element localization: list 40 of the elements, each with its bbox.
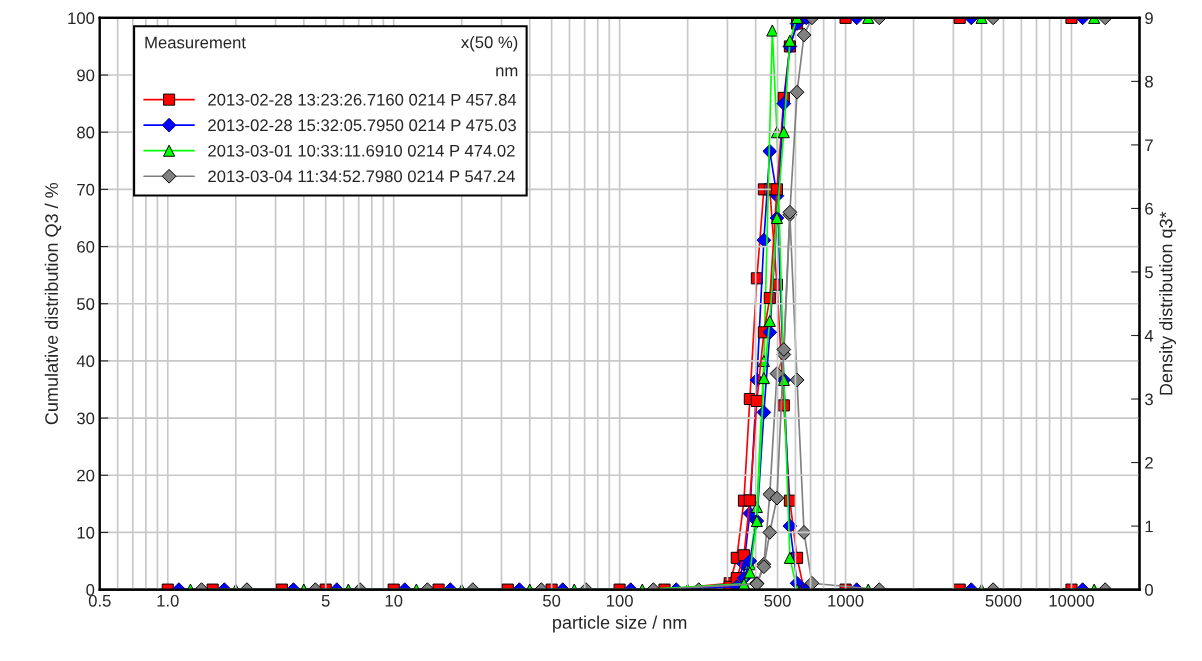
y2-tick-label: 5 bbox=[1145, 266, 1153, 279]
x-tick-label: 5 bbox=[321, 595, 330, 607]
y2-axis-title: Density distribution q3* bbox=[1159, 211, 1177, 395]
y-tick-label: 80 bbox=[77, 126, 95, 139]
y-tick-label: 10 bbox=[77, 526, 95, 539]
x-tick-label: 5000 bbox=[985, 594, 1022, 607]
y2-tick-label: 9 bbox=[1145, 12, 1153, 25]
y2-tick-label: 0 bbox=[1145, 584, 1153, 596]
legend-label: 2013-02-28 15:32:05.7950 0214 P 475.03 bbox=[208, 119, 516, 132]
y2-tick-label: 3 bbox=[1144, 393, 1153, 406]
y2-tick-label: 4 bbox=[1144, 330, 1154, 342]
x-axis-title: particle size / nm bbox=[553, 615, 687, 633]
y-tick-label: 60 bbox=[77, 240, 95, 253]
y2-tick-label: 7 bbox=[1145, 139, 1153, 151]
x-tick-label: 500 bbox=[764, 594, 791, 607]
y2-tick-label: 6 bbox=[1145, 202, 1153, 215]
x-tick-label: 1.0 bbox=[157, 594, 179, 607]
y2-tick-label: 8 bbox=[1145, 75, 1153, 88]
legend-label: 2013-03-01 10:33:11.6910 0214 P 474.02 bbox=[208, 144, 515, 157]
x-tick-label: 100 bbox=[607, 594, 633, 607]
legend-title: Measurement bbox=[145, 36, 246, 49]
legend-label: 2013-02-28 13:23:26.7160 0214 P 457.84 bbox=[208, 93, 517, 106]
y-tick-label: 100 bbox=[68, 12, 95, 25]
y-tick-label: 20 bbox=[77, 469, 95, 482]
y2-tick-label: 1 bbox=[1145, 520, 1153, 533]
x-tick-label: 10 bbox=[385, 594, 403, 607]
x-tick-label: 10000 bbox=[1049, 594, 1095, 607]
y-tick-label: 90 bbox=[77, 69, 95, 82]
x-tick-label: 50 bbox=[543, 594, 561, 607]
y2-tick-label: 2 bbox=[1145, 456, 1153, 469]
x-tick-label: 1000 bbox=[828, 594, 864, 607]
y-axis-title: Cumulative distribution Q3 / % bbox=[44, 182, 62, 425]
y-tick-label: 70 bbox=[77, 183, 95, 196]
y-tick-label: 50 bbox=[77, 298, 95, 310]
annotation: x(50 %) bbox=[461, 35, 518, 52]
y-tick-label: 0 bbox=[86, 584, 95, 596]
y-tick-label: 40 bbox=[76, 355, 95, 368]
legend-label: 2013-03-04 11:34:52.7980 0214 P 547.24 bbox=[208, 170, 515, 183]
y-tick-label: 30 bbox=[77, 412, 95, 425]
annotation: nm bbox=[496, 67, 518, 77]
